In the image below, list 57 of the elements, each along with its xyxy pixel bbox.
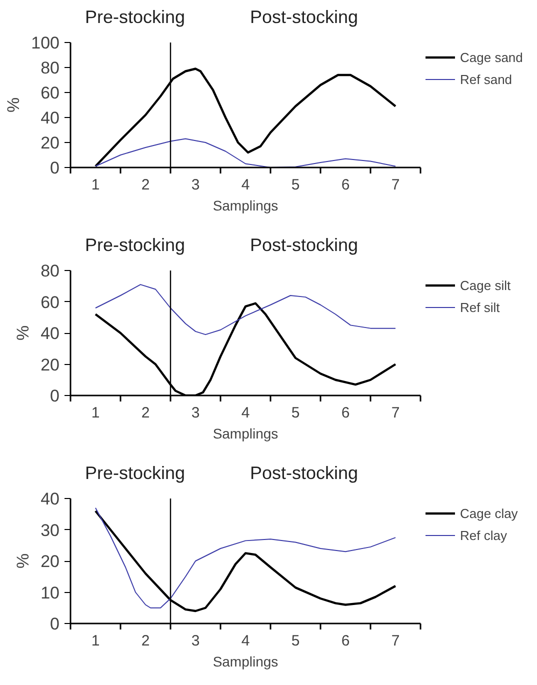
y-tick-label: 40 — [40, 108, 60, 128]
legend-label: Cage sand — [460, 50, 523, 64]
x-tick-label: 4 — [241, 176, 250, 194]
legend-label: Cage clay — [460, 506, 518, 520]
text: Post-stocking — [250, 462, 358, 485]
x-tick-label: 4 — [241, 404, 250, 422]
x-tick-label: 1 — [91, 632, 100, 650]
y-tick-label: 60 — [40, 292, 60, 312]
x-tick-label: 5 — [291, 404, 300, 422]
x-axis-title: Samplings — [212, 426, 278, 442]
y-tick-label: 30 — [40, 520, 60, 540]
x-tick-label: 6 — [341, 632, 350, 650]
legend-label: Ref silt — [460, 300, 500, 314]
y-tick-label: 40 — [40, 490, 60, 508]
x-tick-label: 3 — [191, 176, 200, 194]
x-tick-label: 2 — [141, 632, 150, 650]
text: Pre-stocking — [85, 462, 186, 485]
x-tick-label: 3 — [191, 632, 200, 650]
y-tick-label: 0 — [50, 386, 60, 406]
x-tick-label: 1 — [91, 176, 100, 194]
x-axis-title: Samplings — [212, 198, 278, 214]
y-axis-title: % — [14, 553, 33, 569]
x-tick-label: 2 — [141, 176, 150, 194]
y-tick-label: 100 — [31, 34, 60, 52]
x-tick-label: 3 — [191, 404, 200, 422]
y-tick-label: 0 — [50, 614, 60, 634]
y-tick-label: 40 — [40, 324, 60, 343]
x-tick-label: 6 — [341, 176, 350, 194]
x-tick-label: 6 — [341, 404, 350, 422]
y-tick-label: 20 — [40, 355, 60, 374]
x-tick-label: 7 — [391, 632, 400, 650]
x-tick-label: 5 — [291, 632, 300, 650]
text: Pre-stocking — [85, 234, 186, 257]
y-tick-label: 0 — [50, 158, 60, 178]
y-tick-label: 20 — [40, 552, 60, 571]
y-tick-label: 80 — [40, 262, 60, 280]
x-tick-label: 1 — [91, 404, 100, 422]
x-tick-label: 5 — [291, 176, 300, 194]
y-tick-label: 20 — [40, 134, 60, 152]
y-tick-label: 60 — [40, 84, 60, 102]
legend-label: Ref clay — [460, 528, 507, 542]
x-tick-label: 7 — [391, 404, 400, 422]
x-tick-label: 2 — [141, 404, 150, 422]
y-axis-title: % — [14, 325, 33, 341]
line-series — [95, 138, 396, 168]
x-tick-label: 7 — [391, 176, 400, 194]
text: Post-stocking — [250, 6, 358, 29]
text: Pre-stocking — [85, 6, 186, 29]
text: Post-stocking — [250, 234, 358, 257]
x-axis-title: Samplings — [212, 654, 278, 670]
y-axis-title: % — [4, 97, 24, 113]
x-tick-label: 4 — [241, 632, 250, 650]
legend-label: Ref sand — [460, 72, 512, 86]
legend-label: Cage silt — [460, 278, 511, 292]
y-tick-label: 10 — [40, 583, 60, 602]
line-series — [95, 284, 396, 336]
y-tick-label: 80 — [40, 58, 60, 78]
